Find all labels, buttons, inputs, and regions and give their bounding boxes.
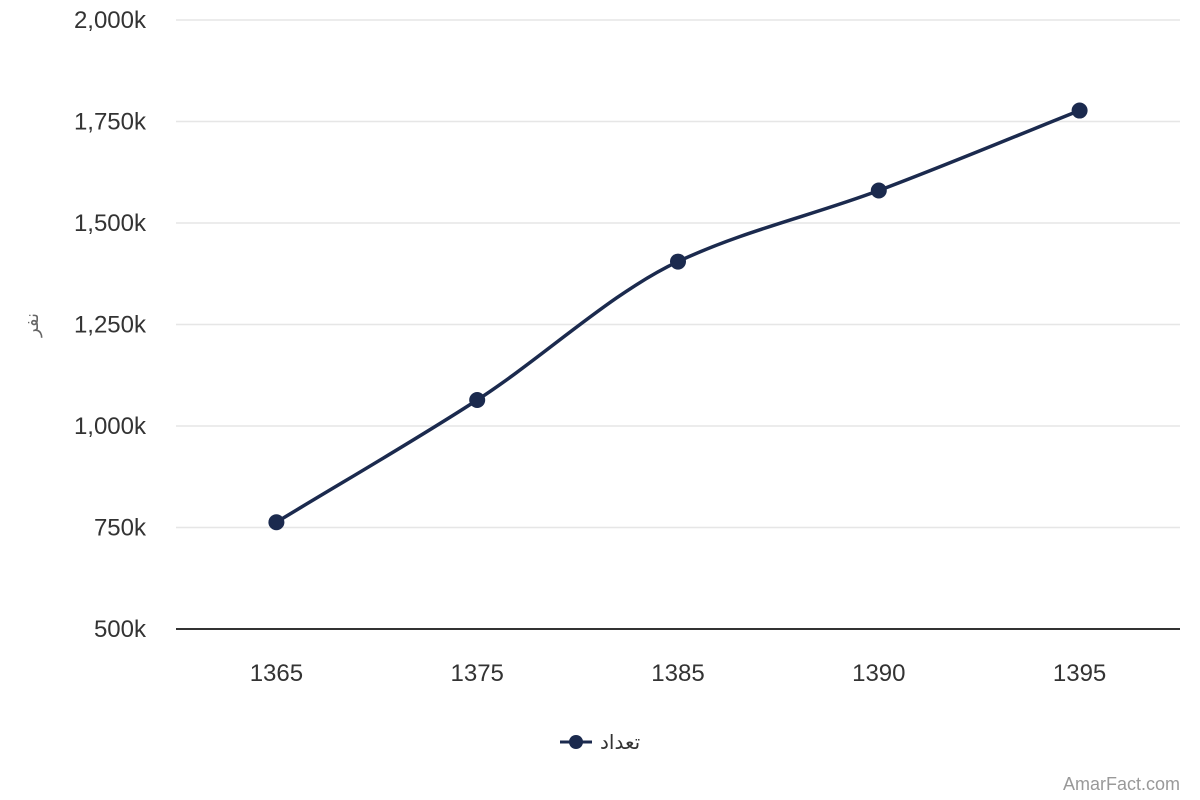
x-tick-label: 1385: [651, 660, 704, 687]
x-tick-label: 1390: [852, 660, 905, 687]
y-axis-title: نفر: [22, 313, 43, 338]
data-point[interactable]: [670, 253, 686, 270]
y-tick-label: 1,750k: [74, 109, 147, 136]
x-axis-ticks: 1365 1375 1385 1390 1395: [250, 660, 1107, 687]
y-tick-label: 1,500k: [74, 210, 147, 237]
y-axis-ticks: 500k 750k 1,000k 1,250k 1,500k 1,750k 2,000k: [74, 7, 147, 643]
series-layer: [268, 102, 1088, 531]
legend-swatch-marker: [569, 735, 583, 749]
data-point[interactable]: [870, 182, 887, 199]
x-tick-label: 1395: [1053, 660, 1106, 687]
data-point[interactable]: [268, 514, 285, 531]
data-point[interactable]: [1071, 102, 1088, 119]
legend-label: تعداد: [600, 730, 640, 754]
y-tick-label: 500k: [94, 616, 147, 643]
legend[interactable]: تعداد: [560, 730, 640, 754]
x-tick-label: 1375: [451, 660, 504, 687]
y-tick-label: 1,250k: [74, 312, 147, 339]
y-tick-label: 1,000k: [74, 413, 147, 440]
credit-label[interactable]: AmarFact.com: [1063, 774, 1180, 794]
gridlines: [176, 19, 1180, 529]
y-tick-label: 2,000k: [74, 7, 147, 34]
data-point[interactable]: [469, 392, 486, 409]
y-tick-label: 750k: [94, 515, 147, 542]
x-tick-label: 1365: [250, 660, 303, 687]
series-line: [274, 108, 1082, 524]
